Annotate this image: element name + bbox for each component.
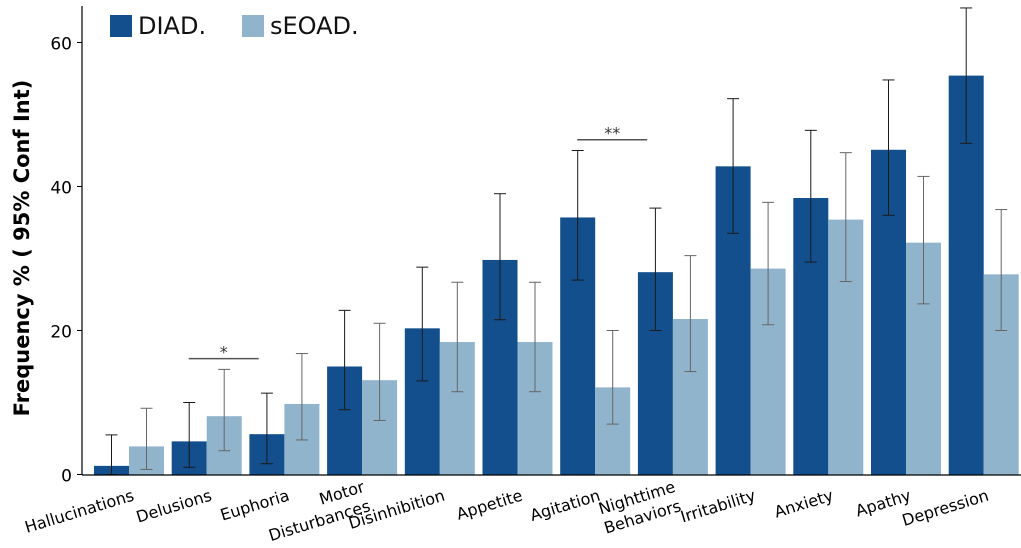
y-axis-label: Frequency % ( 95% Conf Int) (10, 79, 34, 417)
x-tick-label: NighttimeBehaviors (596, 477, 683, 538)
legend-swatch-diad (110, 15, 132, 37)
y-tick-label: 0 (61, 467, 72, 487)
legend-swatch-seoad (242, 15, 264, 37)
x-tick-label: Anxiety (772, 486, 836, 522)
y-tick-label: 60 (50, 35, 72, 55)
legend-item-seoad: sEOAD. (242, 12, 359, 40)
x-tick-label: Irritability (678, 486, 758, 527)
significance-marker: ** (604, 124, 620, 143)
x-tick-label: Appetite (454, 486, 525, 524)
legend-label-seoad: sEOAD. (270, 12, 359, 40)
x-tick-label: Euphoria (218, 486, 292, 525)
y-tick-label: 20 (50, 323, 72, 343)
x-tick-label: Delusions (134, 486, 214, 527)
legend-label-diad: DIAD. (138, 12, 207, 40)
x-tick-label: Hallucinations (23, 486, 137, 537)
x-tick-label: Depression (900, 486, 991, 530)
legend: DIAD. (110, 12, 206, 40)
y-tick-label: 40 (50, 179, 72, 199)
x-tick-label: Agitation (528, 486, 603, 525)
significance-marker: * (220, 343, 228, 362)
